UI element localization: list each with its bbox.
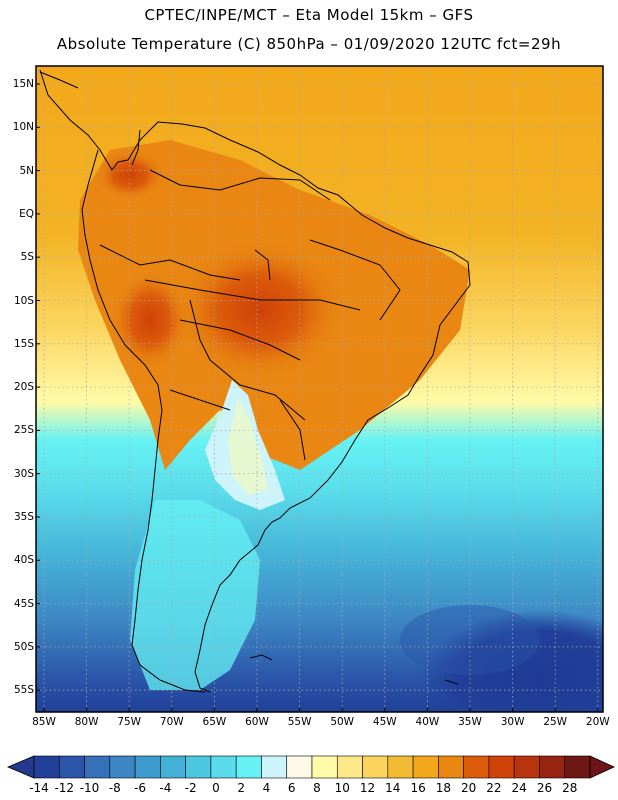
colorbar-swatch — [438, 755, 464, 779]
lat-label: 15N — [12, 78, 34, 90]
lat-label: 5S — [20, 251, 34, 264]
colorbar-swatch — [235, 755, 262, 779]
colorbar-swatch — [84, 755, 111, 779]
lon-label: 75W — [117, 716, 142, 728]
lat-label: 35S — [13, 511, 34, 523]
colorbar-swatch — [564, 755, 591, 779]
colorbar-label: 4 — [262, 781, 271, 795]
lon-label: 40W — [415, 716, 440, 728]
lat-label: 45S — [13, 597, 34, 610]
lat-label: 15S — [13, 337, 34, 350]
map-frame — [35, 65, 604, 713]
colorbar-swatch — [463, 755, 490, 779]
colorbar-swatch — [362, 755, 389, 779]
axis-ticks — [36, 83, 599, 712]
colorbar-swatch — [109, 755, 136, 779]
chart-subtitle: Absolute Temperature (C) 850hPa – 01/09/… — [56, 35, 562, 53]
lon-label: 80W — [74, 716, 99, 728]
colorbar-swatch — [33, 755, 60, 779]
chart-title: CPTEC/INPE/MCT – Eta Model 15km – GFS — [144, 6, 474, 24]
colorbar-underflow — [6, 755, 35, 779]
colorbar — [6, 755, 615, 779]
colorbar-swatch — [134, 755, 161, 779]
graticule — [36, 66, 603, 712]
lat-label: 5N — [19, 164, 34, 177]
colorbar-label: 6 — [287, 781, 296, 795]
colorbar-swatch — [286, 755, 313, 779]
lon-label: 45W — [372, 716, 397, 728]
colorbar-swatch — [311, 755, 338, 779]
colorbar-swatch — [513, 755, 540, 779]
colorbar-swatch — [58, 755, 85, 779]
colorbar-label: 12 — [359, 781, 376, 795]
lat-label: 55S — [13, 684, 34, 697]
colorbar-label: 28 — [562, 781, 578, 795]
colorbar-label: 22 — [486, 781, 502, 795]
lon-label: 25W — [543, 716, 568, 728]
colorbar-swatch — [210, 755, 237, 779]
lat-label: 40S — [13, 554, 34, 567]
colorbar-swatch — [185, 755, 212, 779]
colorbar-label: -6 — [134, 781, 147, 795]
colorbar-swatch — [387, 755, 414, 779]
lat-label: 10N — [12, 121, 34, 134]
colorbar-label: 18 — [435, 781, 451, 795]
colorbar-swatch — [160, 755, 186, 779]
colorbar-swatch — [261, 755, 288, 779]
colorbar-label: -12 — [54, 781, 75, 795]
lon-label: 70W — [159, 716, 184, 728]
colorbar-label: 26 — [536, 781, 553, 795]
coastlines — [39, 69, 471, 693]
colorbar-overflow — [589, 755, 615, 779]
lat-label: 10S — [13, 294, 34, 307]
lat-label: 50S — [13, 640, 34, 653]
colorbar-label: 14 — [385, 781, 401, 795]
colorbar-label: 16 — [410, 781, 426, 795]
colorbar-label: -10 — [79, 781, 100, 795]
lat-label: 25S — [13, 424, 34, 437]
lon-label: 35W — [458, 716, 482, 728]
colorbar-label: -8 — [108, 781, 121, 795]
colorbar-label: 20 — [460, 781, 477, 795]
lon-label: 85W — [32, 716, 56, 728]
lat-label: 20S — [13, 381, 34, 394]
lon-label: 50W — [330, 716, 355, 728]
lon-label: 65W — [202, 716, 227, 728]
lat-label: 30S — [13, 467, 34, 480]
colorbar-label: 0 — [212, 781, 220, 795]
lat-label: EQ — [19, 207, 34, 220]
lon-label: 55W — [287, 716, 312, 728]
lon-label: 30W — [500, 716, 525, 728]
colorbar-label: 24 — [511, 781, 527, 795]
lon-label: 20W — [585, 716, 610, 728]
colorbar-label: 8 — [313, 781, 321, 795]
colorbar-swatch — [336, 755, 363, 779]
colorbar-swatch — [412, 755, 439, 779]
colorbar-label: -2 — [184, 781, 197, 795]
temperature-field — [36, 66, 603, 712]
colorbar-swatch — [539, 755, 566, 779]
colorbar-label: 10 — [334, 781, 350, 795]
lon-label: 60W — [245, 716, 269, 728]
colorbar-label: -14 — [29, 781, 49, 795]
colorbar-label: 2 — [237, 781, 245, 795]
colorbar-swatch — [488, 755, 515, 779]
colorbar-label: -4 — [159, 781, 172, 795]
